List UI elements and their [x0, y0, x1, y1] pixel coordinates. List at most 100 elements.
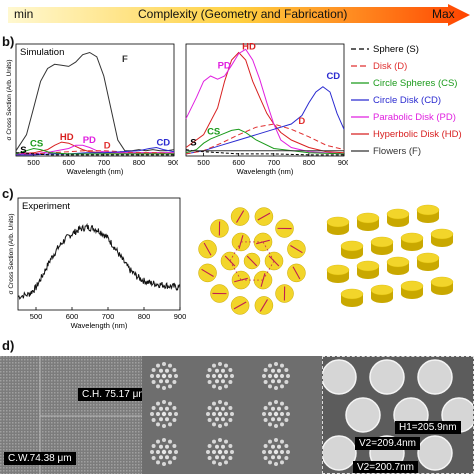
complexity-arrow: [8, 4, 470, 26]
legend-item: Circle Disk (CD): [350, 95, 441, 106]
series-line-d: [15, 150, 175, 156]
x-tick-label: 800: [303, 158, 316, 167]
sem-flower-disk: [207, 380, 212, 384]
disk-bottom: [327, 225, 349, 235]
sem-flower-disk: [207, 368, 212, 372]
sem-flower-disk: [165, 379, 169, 384]
disk-top: [416, 252, 440, 264]
field-arrow: [246, 255, 258, 267]
sem-disk: [369, 359, 405, 395]
disk-top: [400, 280, 424, 292]
sem-flower-disk: [268, 384, 272, 389]
complexity-min-label: min: [14, 7, 34, 21]
sem-flower-disk: [159, 406, 163, 411]
disk-top: [416, 204, 440, 216]
x-tick-label: 600: [232, 158, 245, 167]
sem-flower-disk: [263, 368, 268, 372]
series-line-s: [16, 152, 174, 156]
sem-flower-disk: [212, 439, 216, 444]
sem-flower-disk: [168, 384, 172, 389]
chart-title: Simulation: [20, 47, 64, 58]
sem-flower-disk: [207, 406, 212, 410]
sem-flower-disk: [151, 406, 156, 410]
sem-flower-disk: [224, 439, 228, 444]
sem-flower-center: [217, 373, 223, 379]
sem-flower-disk: [172, 444, 177, 448]
disk-bottom: [341, 297, 363, 307]
sem-flower-disk: [168, 374, 172, 378]
complexity-max-label: Max: [432, 7, 455, 21]
sem-flower-disk: [221, 455, 225, 460]
sem-flower-disk: [168, 460, 172, 465]
sem-flower-disk: [277, 379, 281, 384]
legend-item: Hyperbolic Disk (HD): [350, 129, 462, 140]
sem-flower-disk: [215, 417, 219, 422]
disk-top: [340, 240, 364, 252]
sem-flower-disk: [215, 368, 219, 373]
sem-flower-disk: [174, 450, 178, 454]
annotation-hd: HD: [60, 132, 74, 143]
x-tick-label: 500: [30, 312, 43, 321]
sem-flower-disk: [162, 424, 166, 428]
disk-bottom: [431, 237, 453, 247]
sem-flower-disk: [262, 374, 266, 378]
sem-flower-disk: [151, 456, 156, 460]
y-axis-label: σ Cross Section (Arb. Units): [6, 60, 13, 141]
sem-flower-disk: [165, 368, 169, 373]
sem-flower-disk: [263, 418, 268, 422]
series-line-experiment: [17, 222, 180, 300]
label-h1: H1=205.9nm: [395, 421, 461, 434]
series-line-pd: [185, 48, 345, 155]
label-v1: V2=209.4nm: [355, 437, 420, 450]
plot-frame: [15, 43, 175, 157]
disk-bottom: [357, 269, 379, 279]
sem-flower-disk: [268, 439, 272, 444]
legend-item: Parabolic Disk (PD): [350, 112, 456, 123]
sem-flower-disk: [224, 422, 228, 427]
x-tick-label: 700: [98, 158, 111, 167]
x-tick-label: 600: [66, 312, 79, 321]
sem-flower-disk: [156, 422, 160, 427]
sem-flower-center: [273, 411, 279, 417]
sem-flower-disk: [263, 444, 268, 448]
sem-flower-disk: [268, 450, 272, 454]
sem-flower-disk: [168, 439, 172, 444]
sem-flower-disk: [218, 462, 222, 466]
sem-flower-disk: [162, 438, 166, 442]
series-line-cd: [185, 86, 345, 155]
sem-flower-disk: [271, 444, 275, 449]
sem-flower-disk: [156, 384, 160, 389]
sem-flower-disk: [230, 412, 234, 416]
series-line-cs: [185, 128, 345, 155]
sem-flower-disk: [280, 450, 284, 454]
sem-flower-disk: [280, 460, 284, 465]
sem-flower-disk: [271, 417, 275, 422]
sem-flower-disk: [284, 456, 289, 460]
annotation-d: D: [104, 141, 111, 152]
sem-flower-disk: [168, 401, 172, 406]
sem-flower-disk: [277, 444, 281, 449]
disk-bottom: [327, 273, 349, 283]
sem-flower-disk: [280, 439, 284, 444]
sem-flower-center: [217, 411, 223, 417]
sem-flower-disk: [268, 401, 272, 406]
legend-swatch: [351, 99, 369, 102]
sem-flower-disk: [268, 422, 272, 427]
sem-flower-disk: [218, 386, 222, 390]
sem-flower-disk: [151, 380, 156, 384]
annotation-d: D: [298, 116, 305, 127]
x-tick-label: 900: [338, 158, 348, 167]
sem-flower-disk: [280, 412, 284, 416]
legend-swatch: [351, 133, 369, 136]
disk-bottom: [371, 293, 393, 303]
disk-bottom: [431, 285, 453, 295]
sem-flower-disk: [268, 374, 272, 378]
sem-flower-disk: [212, 460, 216, 465]
sem-flower-disk: [212, 412, 216, 416]
sem-flower-disk: [151, 418, 156, 422]
sem-flower-disk: [274, 424, 278, 428]
sem-flower-disk: [268, 363, 272, 368]
field-arrow: [236, 210, 245, 223]
sem-flower-disk: [156, 401, 160, 406]
sem-flower-disk: [268, 460, 272, 465]
